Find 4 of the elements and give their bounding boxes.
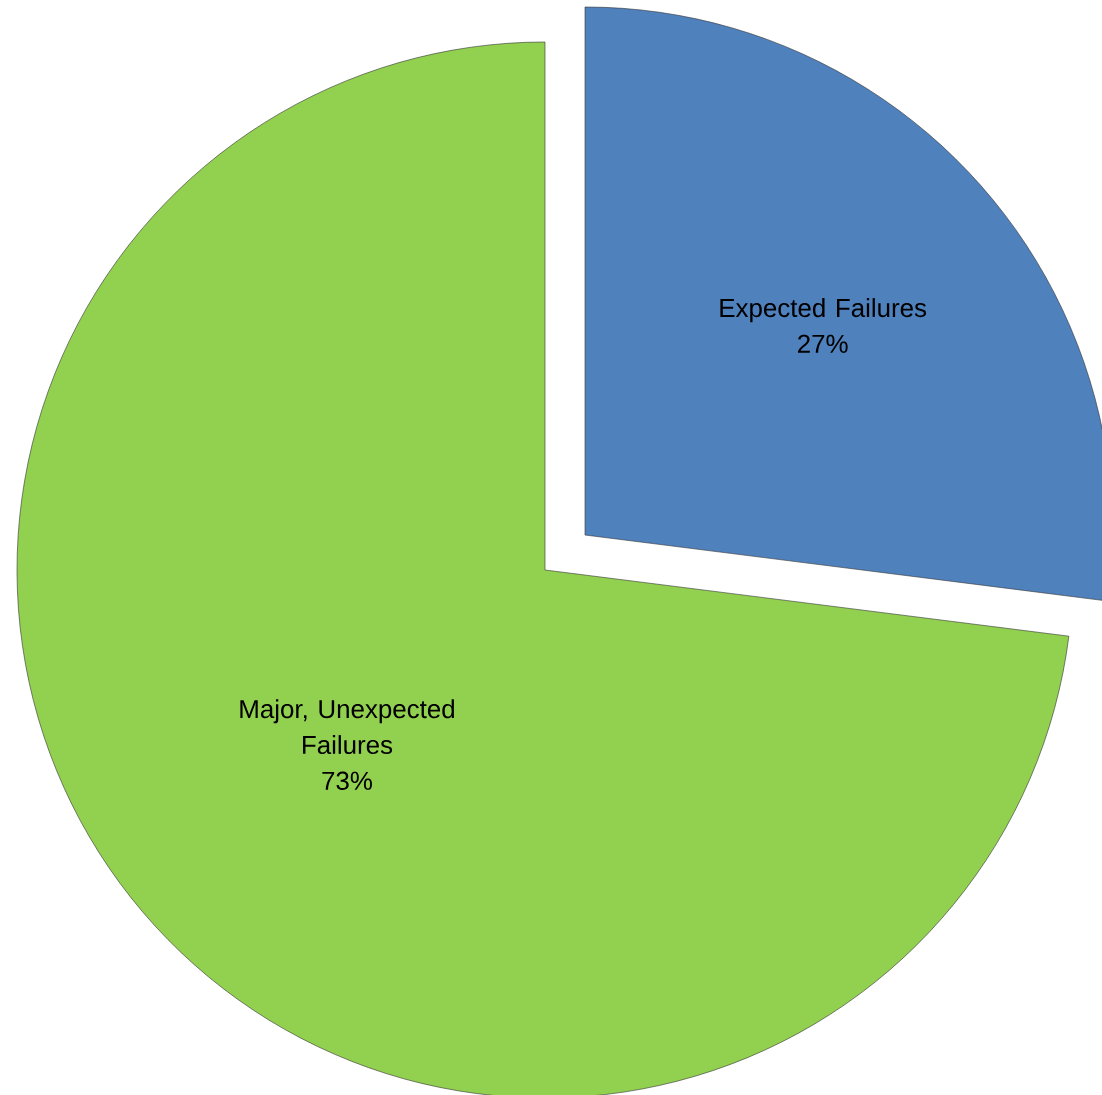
data-label: 27% bbox=[798, 334, 848, 353]
data-label: 73% bbox=[322, 771, 372, 790]
slice-label: Expected Failures bbox=[720, 298, 927, 323]
slice-label: Major, Unexpected Failures bbox=[240, 699, 454, 755]
